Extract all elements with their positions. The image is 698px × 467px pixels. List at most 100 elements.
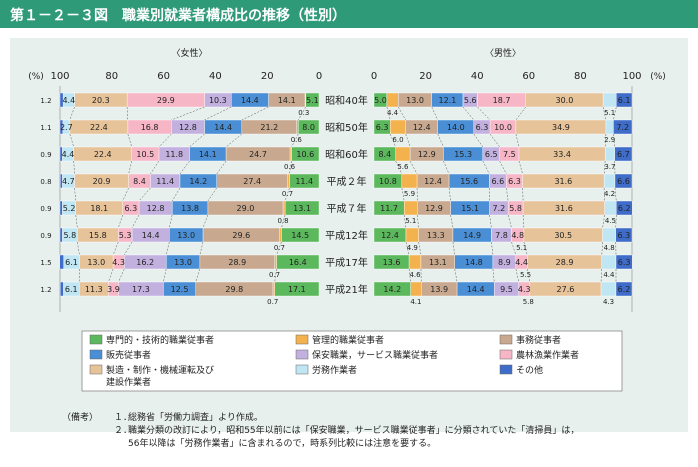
female-data-label: 16.2 [136,258,154,267]
male-data-label: 12.1 [438,96,456,105]
male-data-label: 6.6 [491,177,504,186]
female-data-label: 4.4 [62,96,75,105]
female-data-label: 8.4 [133,177,146,186]
female-bar-segment [287,173,290,189]
male-connector-line [614,187,617,202]
female-connector-line [284,187,290,202]
female-data-label: 21.2 [260,123,278,132]
male-tick-label: 60 [522,71,535,82]
male-connector-line [615,214,617,229]
legend-swatch [89,364,103,375]
male-data-label: 10.8 [379,177,397,186]
male-labor-label: 4.5 [605,217,616,225]
female-other-label: 1.2 [40,286,51,294]
female-data-label: 14.1 [199,150,217,159]
female-data-label: 6.1 [65,285,78,294]
female-connector-line [128,160,132,175]
female-data-label: 20.9 [93,177,111,186]
female-tick-label: 20 [261,71,274,82]
female-data-label: 20.3 [92,96,110,105]
female-data-label: 12.5 [171,285,189,294]
male-data-label: 31.6 [554,177,572,186]
male-data-label: 14.4 [467,285,485,294]
female-bar-segment [272,281,275,297]
stacked-bar-chart: 〈女性〉 〈男性〉 (%) (%) 0 0 20 20 40 40 60 60 80 80 100 100 5.… [28,47,666,392]
female-connector-line [298,106,307,121]
female-data-label: 24.7 [249,150,267,159]
male-connector-line [386,106,391,121]
year-category-label: 昭和40年 [325,94,368,107]
female-data-label: 22.4 [90,123,108,132]
male-data-label: 14.8 [465,258,483,267]
female-connector-line [274,268,277,283]
legend-swatch [499,349,513,360]
male-data-label: 30.5 [554,231,572,240]
female-manager-label: 0.7 [274,244,285,252]
male-data-label: 15.3 [454,150,472,159]
male-data-label: 13.1 [429,258,447,267]
female-manager-label: 0.8 [278,217,289,225]
female-connector-line [291,133,299,148]
female-data-label: 27.4 [243,177,261,186]
legend-swatch [89,349,103,360]
male-connector-line [613,106,617,121]
female-data-label: 29.6 [232,231,250,240]
female-data-label: 13.0 [177,231,195,240]
female-connector-line [127,133,132,148]
female-data-label: 17.3 [132,285,150,294]
male-connector-line [462,106,475,121]
legend-swatch [295,334,309,345]
legend-box [81,330,623,392]
female-data-label: 14.1 [278,96,296,105]
female-data-label: 14.4 [241,96,259,105]
female-data-label: 4.3 [112,258,125,267]
male-connector-line [473,133,484,148]
male-bar-segment [616,92,633,108]
note-text: 総務省「労働力調査」より作成。 [128,413,263,423]
female-connector-line [69,106,75,121]
legend-label: 販売従事者 [106,349,151,361]
male-data-label: 34.9 [552,123,570,132]
male-data-label: 7.2 [616,123,629,132]
female-data-label: 29.9 [157,96,175,105]
female-data-label: 8.0 [302,123,315,132]
male-bar-segment [408,254,422,270]
legend-label: 製造・制作・機械運転及び [106,364,214,376]
male-data-label: 4.3 [518,285,531,294]
female-data-label: 11.4 [295,177,313,186]
female-data-label: 10.3 [209,96,227,105]
male-extra-label: 5.5 [520,271,531,279]
male-labor-label: 4.4 [603,271,615,279]
male-data-label: 8.9 [498,258,511,267]
legend-label: 農林漁業作業者 [516,349,579,361]
legend-label: その他 [516,364,543,376]
male-data-label: 15.6 [460,177,478,186]
male-connector-line [417,214,419,229]
male-bar-segment [604,146,615,162]
female-manager-label: 0.7 [267,298,278,306]
male-bar-segment [614,173,633,189]
male-tick-label: 0 [371,71,377,82]
male-data-label: 27.6 [557,285,575,294]
female-other-label: 0.9 [40,232,51,240]
female-data-label: 17.1 [288,285,306,294]
male-panel-title: 〈男性〉 [485,47,521,59]
female-connector-line [163,268,167,283]
male-bar-segment [615,254,633,270]
male-connector-line [604,133,607,148]
male-data-label: 6.2 [618,285,631,294]
female-tick-label: 0 [316,71,322,82]
male-connector-line [454,268,458,283]
male-connector-line [482,160,490,175]
male-connector-line [398,106,406,121]
female-percent-label: (%) [28,72,44,82]
male-data-label: 15.1 [461,204,479,213]
female-bar-segment [274,254,277,270]
legend-label: 労務作業者 [312,364,357,376]
female-data-label: 14.2 [189,177,207,186]
female-bar-segment [59,200,63,216]
male-connector-line [613,133,615,148]
figure-title: 第１－２－３図 職業別就業者構成比の推移（性別） [10,8,346,24]
note-row-2: ２． 職業分類の改訂により，昭和55年以前には「保安職業，サービス職業従事者」に… [62,425,692,438]
female-panel-title: 〈女性〉 [171,47,207,59]
